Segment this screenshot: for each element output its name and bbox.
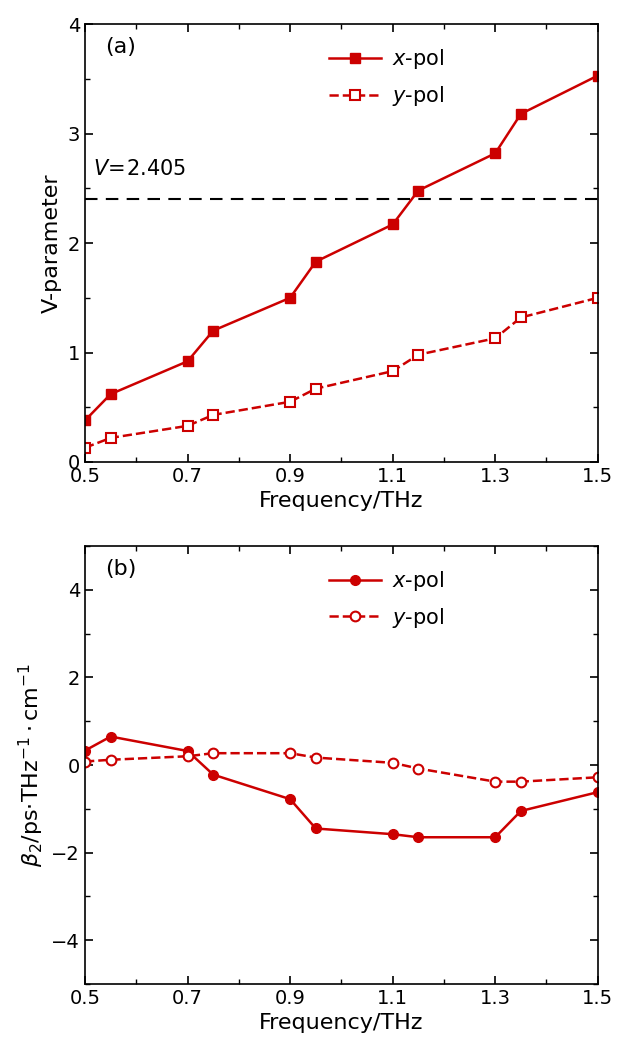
$x$-pol bbox=[594, 785, 602, 798]
$y$-pol bbox=[594, 292, 602, 304]
$y$-pol bbox=[389, 756, 396, 769]
$y$-pol bbox=[517, 311, 525, 323]
$x$-pol bbox=[209, 769, 217, 781]
$y$-pol bbox=[491, 775, 499, 788]
$y$-pol bbox=[491, 332, 499, 344]
$x$-pol bbox=[517, 107, 525, 120]
$y$-pol bbox=[287, 396, 294, 408]
$x$-pol bbox=[107, 387, 115, 400]
$y$-pol bbox=[81, 755, 89, 768]
$x$-pol bbox=[184, 744, 192, 757]
$x$-pol bbox=[107, 730, 115, 742]
Line: $y$-pol: $y$-pol bbox=[80, 293, 603, 453]
$x$-pol bbox=[415, 184, 422, 196]
$y$-pol bbox=[287, 747, 294, 759]
Legend: $x$-pol, $y$-pol: $x$-pol, $y$-pol bbox=[321, 561, 452, 638]
$x$-pol bbox=[287, 292, 294, 304]
$x$-pol bbox=[312, 255, 319, 268]
$y$-pol bbox=[415, 349, 422, 361]
Legend: $x$-pol, $y$-pol: $x$-pol, $y$-pol bbox=[321, 39, 452, 117]
$x$-pol bbox=[389, 827, 396, 840]
$y$-pol bbox=[107, 754, 115, 766]
$y$-pol bbox=[594, 771, 602, 783]
$x$-pol bbox=[209, 324, 217, 337]
$x$-pol bbox=[184, 355, 192, 368]
$y$-pol bbox=[312, 751, 319, 763]
$y$-pol bbox=[209, 408, 217, 421]
$x$-pol bbox=[312, 822, 319, 835]
$y$-pol bbox=[184, 750, 192, 762]
$x$-pol bbox=[389, 218, 396, 231]
$y$-pol bbox=[415, 762, 422, 775]
$y$-pol bbox=[389, 364, 396, 377]
$x$-pol bbox=[287, 793, 294, 805]
X-axis label: Frequency/THz: Frequency/THz bbox=[259, 1013, 423, 1033]
$x$-pol bbox=[594, 69, 602, 82]
$y$-pol bbox=[81, 441, 89, 454]
Y-axis label: $\beta_2$/ps$\cdot$THz$^{-1}\cdot$cm$^{-1}$: $\beta_2$/ps$\cdot$THz$^{-1}\cdot$cm$^{-… bbox=[16, 663, 46, 867]
Line: $x$-pol: $x$-pol bbox=[80, 70, 603, 425]
$x$-pol bbox=[81, 414, 89, 426]
$x$-pol bbox=[491, 147, 499, 160]
$x$-pol bbox=[81, 744, 89, 757]
$y$-pol bbox=[209, 747, 217, 759]
$x$-pol bbox=[491, 831, 499, 843]
$y$-pol bbox=[517, 775, 525, 788]
Text: (b): (b) bbox=[106, 560, 137, 580]
$x$-pol bbox=[517, 804, 525, 817]
$y$-pol bbox=[107, 432, 115, 444]
Line: $y$-pol: $y$-pol bbox=[80, 749, 603, 786]
Text: $V\!=\!2.405$: $V\!=\!2.405$ bbox=[93, 160, 186, 180]
Text: (a): (a) bbox=[106, 38, 137, 58]
$y$-pol bbox=[184, 420, 192, 433]
Line: $x$-pol: $x$-pol bbox=[80, 732, 603, 842]
$x$-pol bbox=[415, 831, 422, 843]
$y$-pol bbox=[312, 382, 319, 395]
Y-axis label: V-parameter: V-parameter bbox=[42, 173, 62, 313]
X-axis label: Frequency/THz: Frequency/THz bbox=[259, 491, 423, 511]
